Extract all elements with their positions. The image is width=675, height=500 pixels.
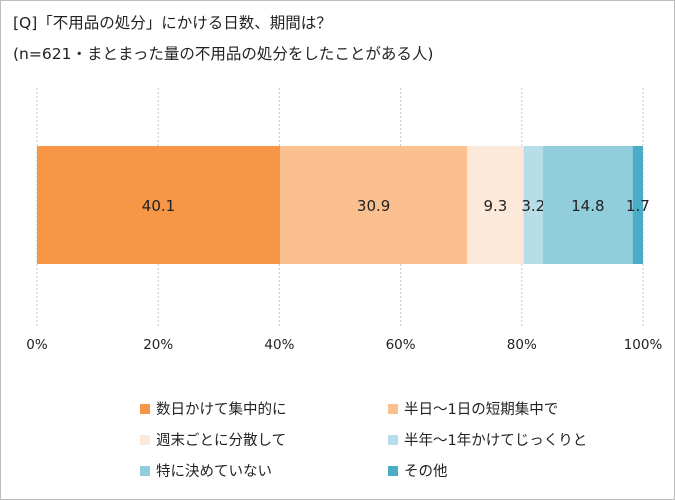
data-label: 9.3 (484, 197, 508, 215)
bar-segment (467, 146, 524, 264)
legend-label: 週末ごとに分散して (156, 433, 287, 449)
data-label: 14.8 (571, 197, 604, 215)
x-tick-label: 0% (26, 337, 48, 353)
legend-item: 特に決めていない (140, 460, 272, 481)
legend-label: 半日～1日の短期集中で (404, 402, 559, 418)
legend-label: 数日かけて集中的に (156, 402, 287, 418)
data-label: 1.7 (626, 197, 650, 215)
bar-segment (543, 146, 633, 264)
bar-segment (632, 146, 643, 264)
legend-item: 半年～1年かけてじっくりと (388, 429, 587, 450)
legend-swatch (388, 465, 398, 476)
x-tick-label: 60% (386, 337, 416, 353)
x-tick-label: 80% (507, 337, 537, 353)
legend-item: 半日～1日の短期集中で (388, 398, 558, 419)
legend-item: その他 (388, 460, 448, 481)
legend-swatch (388, 434, 398, 445)
chart-title: [Q]「不用品の処分」にかける日数、期間は？ (13, 14, 332, 32)
data-label: 40.1 (142, 197, 175, 215)
data-label: 30.9 (357, 197, 390, 215)
legend-label: その他 (404, 464, 448, 480)
legend-item: 週末ごとに分散して (140, 429, 286, 450)
legend-label: 特に決めていない (156, 464, 272, 480)
bar-segment (523, 146, 544, 264)
chart-subtitle: (n=621・まとまった量の不用品の処分をしたことがある人) (13, 45, 434, 63)
legend-label: 半年～1年かけてじっくりと (404, 433, 588, 449)
data-label: 3.2 (521, 197, 545, 215)
legend-swatch (388, 403, 398, 414)
bar-segment (37, 146, 281, 264)
x-tick-label: 100% (624, 337, 663, 353)
x-tick-label: 40% (264, 337, 294, 353)
bar-segment (280, 146, 468, 264)
legend-item: 数日かけて集中的に (140, 398, 287, 419)
legend-swatch (140, 403, 150, 414)
legend-swatch (140, 465, 150, 476)
legend-swatch (140, 434, 150, 445)
x-tick-label: 20% (143, 337, 173, 353)
